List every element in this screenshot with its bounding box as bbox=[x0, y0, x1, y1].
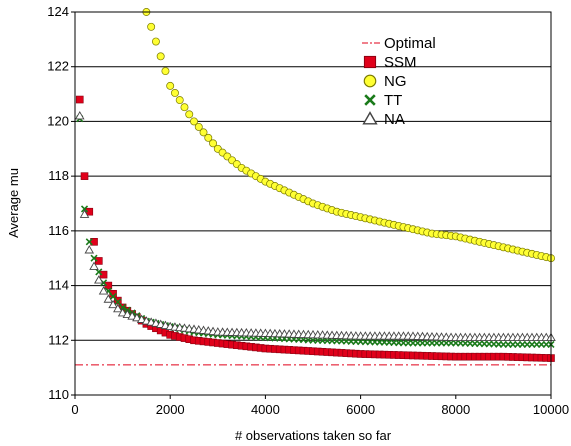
data-point bbox=[80, 205, 89, 213]
data-point bbox=[190, 117, 198, 126]
x-tick-label: 0 bbox=[71, 402, 78, 417]
legend-marker bbox=[363, 74, 377, 88]
data-point bbox=[108, 299, 118, 309]
legend-marker bbox=[363, 55, 377, 69]
data-point bbox=[166, 81, 175, 90]
x-tick-label: 8000 bbox=[441, 402, 470, 417]
data-point bbox=[151, 37, 160, 46]
y-tick-label: 124 bbox=[47, 4, 69, 19]
x-tick-label: 6000 bbox=[346, 402, 375, 417]
legend-label: SSM bbox=[384, 54, 417, 71]
data-point bbox=[209, 139, 217, 148]
x-tick-label: 2000 bbox=[156, 402, 185, 417]
y-tick-label: 116 bbox=[48, 223, 69, 238]
legend-item-ng: NG bbox=[363, 73, 407, 90]
data-point bbox=[80, 172, 89, 180]
legend-item-tt: TT bbox=[364, 92, 402, 109]
data-point bbox=[109, 292, 117, 301]
legend-label: Optimal bbox=[384, 35, 436, 52]
legend-item-na: NA bbox=[362, 111, 405, 128]
data-point bbox=[89, 261, 99, 270]
data-point bbox=[161, 67, 170, 76]
x-tick-label: 10000 bbox=[533, 402, 569, 417]
data-point bbox=[147, 22, 156, 31]
data-point bbox=[156, 52, 165, 61]
legend-swatch bbox=[364, 94, 376, 106]
legend: Optimal SSM NG TT NA bbox=[362, 35, 436, 128]
y-tick-label: 110 bbox=[48, 387, 69, 402]
legend-marker bbox=[364, 94, 376, 106]
data-point bbox=[85, 207, 94, 216]
data-point bbox=[199, 128, 208, 137]
data-point bbox=[98, 286, 109, 295]
y-tick-label: 112 bbox=[48, 332, 69, 347]
data-point bbox=[95, 257, 103, 265]
legend-swatch bbox=[362, 111, 378, 125]
data-point bbox=[114, 298, 122, 306]
series-na bbox=[74, 111, 556, 341]
data-point bbox=[175, 96, 184, 105]
data-point bbox=[122, 309, 133, 319]
axis-ticks: 110 112 114 116 118 120 122 124 0 2000 4000 6000 800… bbox=[47, 4, 569, 417]
data-point bbox=[85, 238, 93, 246]
x-tick-label: 4000 bbox=[251, 402, 280, 417]
series-ng bbox=[142, 8, 555, 263]
data-point bbox=[185, 110, 194, 119]
legend-item-ssm: SSM bbox=[363, 54, 417, 71]
plot-frame bbox=[74, 11, 552, 396]
y-axis-label: Average mu bbox=[6, 168, 21, 238]
data-point bbox=[75, 95, 84, 104]
legend-item-optimal: Optimal bbox=[362, 35, 436, 52]
data-point bbox=[113, 303, 123, 313]
data-point bbox=[99, 270, 108, 279]
data-point bbox=[127, 311, 137, 320]
data-point bbox=[117, 308, 128, 317]
x-axis-label: # observations taken so far bbox=[235, 428, 392, 443]
data-point bbox=[90, 238, 98, 246]
legend-label: NG bbox=[384, 73, 407, 90]
data-point bbox=[79, 209, 90, 218]
y-tick-label: 118 bbox=[48, 168, 69, 183]
data-point bbox=[94, 275, 104, 284]
legend-label: TT bbox=[384, 92, 402, 109]
data-point bbox=[103, 294, 114, 303]
y-tick-label: 122 bbox=[47, 59, 69, 74]
legend-swatch bbox=[363, 55, 377, 69]
data-point bbox=[204, 133, 213, 142]
data-point bbox=[95, 268, 103, 276]
data-point bbox=[136, 314, 147, 323]
data-point bbox=[90, 254, 98, 262]
data-point bbox=[74, 111, 85, 120]
legend-swatch bbox=[363, 74, 377, 88]
data-point bbox=[180, 103, 189, 112]
data-point bbox=[132, 312, 142, 322]
legend-label: NA bbox=[384, 111, 405, 128]
data-point bbox=[104, 281, 113, 290]
data-point bbox=[84, 245, 95, 254]
data-point bbox=[171, 89, 179, 97]
legend-marker bbox=[362, 111, 378, 125]
y-tick-label: 114 bbox=[48, 278, 69, 293]
data-point bbox=[194, 122, 203, 131]
y-tick-label: 120 bbox=[47, 113, 69, 128]
